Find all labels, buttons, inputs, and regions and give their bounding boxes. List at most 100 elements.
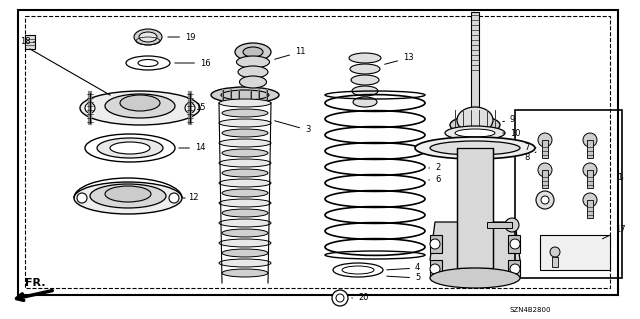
Ellipse shape bbox=[74, 182, 182, 214]
Text: 17: 17 bbox=[602, 226, 626, 239]
Bar bbox=[542, 140, 548, 158]
Text: 18: 18 bbox=[20, 38, 35, 47]
Ellipse shape bbox=[219, 159, 271, 167]
Ellipse shape bbox=[105, 186, 151, 202]
Ellipse shape bbox=[352, 86, 378, 96]
Text: 15: 15 bbox=[195, 103, 205, 113]
Circle shape bbox=[583, 193, 597, 207]
Ellipse shape bbox=[97, 138, 163, 158]
Circle shape bbox=[430, 239, 440, 249]
Circle shape bbox=[332, 290, 348, 306]
Circle shape bbox=[550, 247, 560, 257]
Ellipse shape bbox=[211, 87, 279, 103]
Ellipse shape bbox=[80, 91, 200, 125]
Text: 10: 10 bbox=[503, 129, 520, 137]
Ellipse shape bbox=[138, 60, 158, 66]
Ellipse shape bbox=[457, 107, 493, 133]
Ellipse shape bbox=[222, 249, 268, 257]
Text: 9: 9 bbox=[503, 115, 515, 124]
Text: 11: 11 bbox=[275, 48, 305, 59]
Text: 6: 6 bbox=[429, 175, 440, 184]
Circle shape bbox=[538, 133, 552, 147]
Text: 5: 5 bbox=[387, 273, 420, 283]
Text: 20: 20 bbox=[352, 293, 369, 302]
Ellipse shape bbox=[351, 75, 379, 85]
Bar bbox=[430, 235, 442, 253]
Text: 19: 19 bbox=[168, 33, 195, 41]
Text: 4: 4 bbox=[387, 263, 420, 272]
Bar bbox=[25, 35, 35, 49]
Text: SZN4B2800: SZN4B2800 bbox=[510, 307, 552, 313]
Ellipse shape bbox=[110, 142, 150, 154]
Bar bbox=[25, 16, 610, 288]
Ellipse shape bbox=[450, 116, 500, 134]
Ellipse shape bbox=[353, 97, 377, 107]
Ellipse shape bbox=[221, 90, 269, 100]
Ellipse shape bbox=[90, 184, 166, 208]
Text: 8: 8 bbox=[525, 152, 536, 162]
Bar bbox=[508, 235, 520, 253]
Bar bbox=[471, 12, 479, 110]
Circle shape bbox=[185, 103, 195, 113]
Ellipse shape bbox=[219, 139, 271, 147]
Bar bbox=[540, 235, 610, 270]
Ellipse shape bbox=[222, 269, 268, 277]
Text: 7: 7 bbox=[525, 144, 536, 152]
Circle shape bbox=[541, 196, 549, 204]
Ellipse shape bbox=[85, 134, 175, 162]
Bar bbox=[587, 140, 593, 158]
Ellipse shape bbox=[342, 266, 374, 274]
Ellipse shape bbox=[105, 94, 175, 118]
Circle shape bbox=[169, 193, 179, 203]
Bar bbox=[515, 110, 622, 278]
Text: 1: 1 bbox=[617, 174, 623, 182]
Circle shape bbox=[336, 294, 344, 302]
Text: FR.: FR. bbox=[25, 278, 45, 288]
Ellipse shape bbox=[238, 66, 268, 78]
Ellipse shape bbox=[430, 141, 520, 155]
Circle shape bbox=[430, 264, 440, 274]
Ellipse shape bbox=[235, 43, 271, 61]
Ellipse shape bbox=[219, 119, 271, 127]
Ellipse shape bbox=[222, 149, 268, 157]
Ellipse shape bbox=[333, 263, 383, 277]
Ellipse shape bbox=[219, 99, 271, 107]
Circle shape bbox=[510, 264, 520, 274]
Ellipse shape bbox=[219, 239, 271, 247]
Ellipse shape bbox=[219, 199, 271, 207]
Bar bbox=[457, 148, 493, 268]
Circle shape bbox=[583, 133, 597, 147]
Ellipse shape bbox=[120, 95, 160, 111]
Text: 2: 2 bbox=[429, 164, 440, 173]
Circle shape bbox=[85, 103, 95, 113]
Text: 16: 16 bbox=[175, 58, 211, 68]
Text: 13: 13 bbox=[385, 54, 413, 64]
Circle shape bbox=[77, 193, 87, 203]
Circle shape bbox=[510, 239, 520, 249]
Ellipse shape bbox=[219, 259, 271, 267]
Ellipse shape bbox=[455, 129, 495, 137]
Text: 3: 3 bbox=[275, 121, 310, 135]
Text: 14: 14 bbox=[179, 144, 205, 152]
Ellipse shape bbox=[430, 268, 520, 288]
Ellipse shape bbox=[222, 209, 268, 217]
Ellipse shape bbox=[222, 169, 268, 177]
Bar bbox=[552, 257, 558, 267]
Bar bbox=[542, 170, 548, 188]
Ellipse shape bbox=[134, 29, 162, 45]
Ellipse shape bbox=[126, 56, 170, 70]
Bar bbox=[508, 260, 520, 278]
Text: 12: 12 bbox=[183, 194, 198, 203]
Ellipse shape bbox=[222, 129, 268, 137]
Bar bbox=[430, 260, 442, 278]
Ellipse shape bbox=[237, 56, 269, 68]
Ellipse shape bbox=[415, 137, 535, 159]
Bar bbox=[18, 10, 618, 295]
Bar bbox=[587, 170, 593, 188]
Bar bbox=[487, 222, 512, 228]
Polygon shape bbox=[430, 222, 520, 278]
Ellipse shape bbox=[219, 179, 271, 187]
Ellipse shape bbox=[219, 219, 271, 227]
Ellipse shape bbox=[139, 32, 157, 42]
Ellipse shape bbox=[350, 64, 380, 74]
